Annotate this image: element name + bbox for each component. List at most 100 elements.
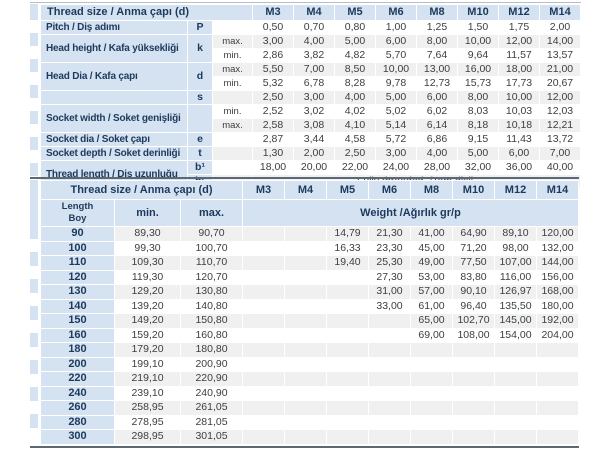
weight-cell: 19,40 [326, 255, 369, 271]
value-cell: 8,50 [334, 62, 376, 77]
weight-cell [284, 371, 327, 387]
spec-label: Head Dia / Kafa çapı [40, 62, 188, 91]
spec-subrow-label: max. [212, 62, 253, 77]
gutter-stripe [30, 98, 38, 111]
value-cell: 4,10 [334, 118, 376, 133]
gutter-stripe [30, 279, 38, 293]
size-header-cell: M12 [498, 4, 540, 21]
weight-cell: 120,00 [536, 226, 579, 242]
weight-cell: 14,79 [326, 226, 369, 242]
min-cell: 89,30 [114, 226, 181, 242]
value-cell: 20,67 [539, 76, 581, 91]
spec-label: Socket depth / Soket derinliği [40, 146, 188, 161]
spec-label: Socket width / Soket genişliği [40, 104, 188, 133]
max-cell: 90,70 [180, 226, 243, 242]
gutter-stripe [30, 387, 38, 401]
value-cell: 15,73 [457, 76, 499, 91]
weight-cell [368, 342, 411, 358]
weight-cell [368, 429, 411, 445]
weight-cell [536, 371, 579, 387]
weight-cell [284, 385, 327, 401]
max-cell: 140,80 [180, 298, 243, 314]
length-cell: 100 [40, 240, 115, 256]
weight-cell [284, 255, 327, 271]
weight-cell [326, 284, 369, 300]
weights-table-section: Thread size / Anma çapı (d) M3 M4 M5 M6 M8 M1… [30, 177, 579, 448]
length-label-en: Length [61, 201, 94, 212]
value-cell: 5,14 [375, 118, 417, 133]
spec-subrow-label: max. [212, 118, 253, 133]
weight-cell: 90,10 [452, 284, 495, 300]
weight-cell: 21,30 [368, 226, 411, 242]
gutter-stripe [30, 373, 38, 387]
value-cell: 2,58 [252, 118, 294, 133]
min-cell: 129,20 [114, 284, 181, 300]
size-header-cell: M3 [242, 180, 285, 200]
gutter-stripe [30, 4, 38, 20]
weight-cell: 145,00 [494, 313, 537, 329]
weight-cell [326, 342, 369, 358]
length-cell: 130 [40, 284, 115, 300]
value-cell: 12,21 [539, 118, 581, 133]
value-cell: 13,72 [539, 132, 581, 147]
weights-header-row-2: Length Boy min. max. Weight /Ağırlık gr/p [40, 199, 579, 227]
weight-cell [242, 385, 285, 401]
length-cell: 150 [40, 313, 115, 329]
value-cell: 10,18 [498, 118, 540, 133]
value-cell: 28,00 [416, 160, 458, 175]
weight-cell [494, 371, 537, 387]
weight-cell [284, 356, 327, 372]
value-cell: 36,00 [498, 160, 540, 175]
weight-cell: 83,80 [452, 269, 495, 285]
weight-cell [284, 429, 327, 445]
weight-cell [452, 342, 495, 358]
length-row: 130 129,20 130,80 31,00 57,00 90,10 126,97 168,… [40, 284, 579, 300]
gutter-stripe [30, 225, 38, 239]
weight-cell: 49,00 [410, 255, 453, 271]
max-cell: 110,70 [180, 255, 243, 271]
weight-cell [494, 400, 537, 416]
value-cell: 10,00 [457, 34, 499, 49]
size-header-cell: M12 [494, 180, 537, 200]
gutter-stripe [30, 150, 38, 163]
weight-cell: 69,00 [410, 327, 453, 343]
spec-symbol: b¹ [187, 160, 213, 175]
weight-cell [410, 414, 453, 430]
size-header-cell: M14 [539, 4, 581, 21]
weights-table: Thread size / Anma çapı (d) M3 M4 M5 M6 M8 M1… [40, 180, 579, 445]
weight-cell [242, 298, 285, 314]
value-cell: 2,50 [252, 90, 294, 105]
weight-cell: 96,40 [452, 298, 495, 314]
spec-subrow-label [212, 20, 253, 35]
spec-row: Thread length / Diş uzunluğu b¹ 18,00 20,00… [40, 160, 581, 189]
size-header-cell: M4 [293, 4, 335, 21]
weight-cell [284, 414, 327, 430]
weight-cell [326, 298, 369, 314]
gutter-stripe [30, 400, 38, 414]
value-cell: 9,78 [375, 76, 417, 91]
length-cell: 280 [40, 414, 115, 430]
length-cell: 110 [40, 255, 115, 271]
spec-symbol [187, 104, 213, 133]
weight-cell [410, 385, 453, 401]
weights-header-row-1: Thread size / Anma çapı (d) M3 M4 M5 M6 M8 M1… [40, 180, 579, 200]
weight-cell: 45,00 [410, 240, 453, 256]
value-cell: 32,00 [457, 160, 499, 175]
weight-cell: 57,00 [410, 284, 453, 300]
value-cell: 8,03 [457, 104, 499, 119]
value-cell: 12,03 [539, 104, 581, 119]
length-row: 120 119,30 120,70 27,30 53,00 83,80 116,00 156,… [40, 269, 579, 285]
weight-cell: 116,00 [494, 269, 537, 285]
value-cell: 11,43 [498, 132, 540, 147]
weight-cell: 132,00 [536, 240, 579, 256]
value-cell: 16,00 [457, 62, 499, 77]
spec-subrow-label [212, 146, 253, 161]
length-row: 240 239,10 240,90 [40, 385, 579, 401]
weight-cell: 102,70 [452, 313, 495, 329]
max-cell: 200,90 [180, 356, 243, 372]
value-cell: 8,18 [457, 118, 499, 133]
value-cell: 1,25 [416, 20, 458, 35]
length-column-header: Length Boy [40, 199, 115, 227]
value-cell: 21,00 [539, 62, 581, 77]
weight-cell [494, 385, 537, 401]
